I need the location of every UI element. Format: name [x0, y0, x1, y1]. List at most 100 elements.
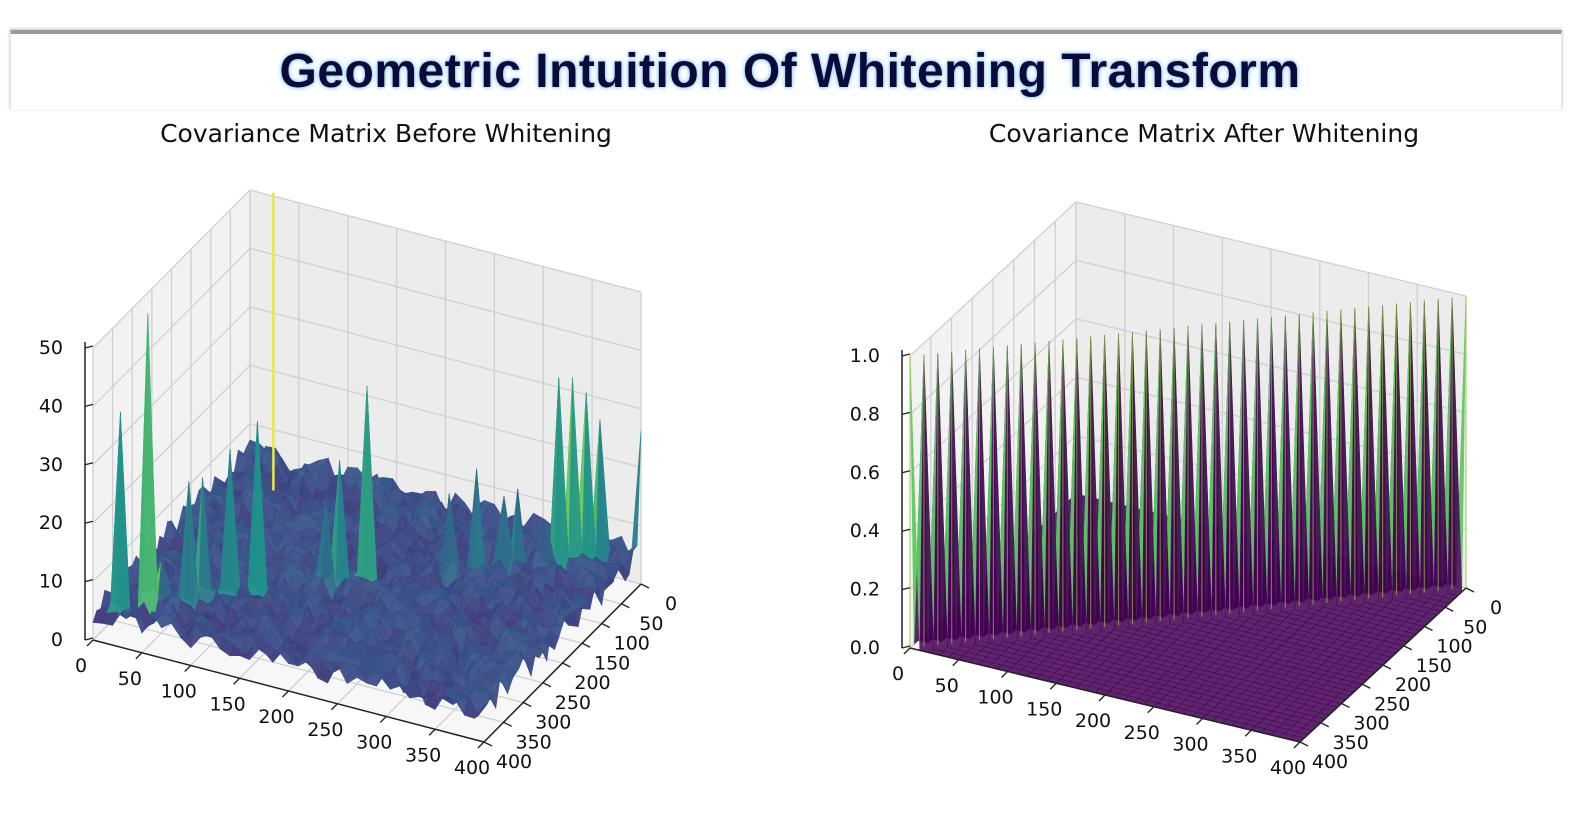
y-tick-mark [1320, 722, 1330, 728]
y-tick-label: 0 [665, 593, 677, 615]
x-tick-label: 0 [892, 663, 904, 685]
y-tick-label: 250 [1374, 693, 1410, 715]
y-tick-mark [1424, 625, 1433, 632]
right-surface-plot: Covariance Matrix After Whitening 050100… [850, 119, 1502, 779]
x-tick-mark [1293, 741, 1301, 749]
x-tick-label: 300 [1172, 734, 1208, 756]
y-tick-label: 50 [1463, 616, 1487, 638]
y-tick-mark [1382, 664, 1392, 670]
y-tick-label: 300 [535, 712, 571, 734]
x-tick-mark [86, 639, 94, 647]
x-tick-label: 300 [356, 732, 392, 754]
z-tick-mark [84, 578, 94, 583]
z-tick-mark [901, 353, 911, 357]
x-tick-mark [135, 652, 143, 660]
y-tick-mark [1299, 741, 1309, 747]
y-tick-label: 50 [639, 613, 663, 635]
z-tick-label: 40 [39, 395, 63, 417]
y-tick-label: 200 [574, 672, 610, 694]
y-tick-mark [621, 603, 630, 609]
x-tick-mark [477, 741, 485, 749]
z-tick-label: 0 [51, 629, 63, 651]
x-tick-mark [428, 728, 436, 736]
y-tick-label: 400 [1312, 751, 1348, 773]
x-tick-label: 100 [161, 681, 197, 703]
grid-line [92, 189, 251, 349]
y-tick-label: 200 [1395, 674, 1431, 696]
x-tick-label: 150 [209, 693, 245, 715]
y-tick-label: 250 [555, 692, 591, 714]
x-tick-mark [1001, 671, 1008, 678]
x-tick-mark [184, 665, 192, 672]
z-tick-mark [901, 411, 911, 416]
x-tick-mark [1244, 729, 1252, 737]
x-tick-label: 200 [1075, 710, 1111, 732]
x-tick-mark [1147, 706, 1155, 714]
y-tick-mark [1465, 587, 1475, 593]
x-tick-label: 50 [935, 675, 959, 697]
z-tick-label: 0.0 [850, 637, 880, 659]
grid-line [249, 189, 642, 293]
x-tick-label: 400 [454, 757, 490, 779]
y-tick-label: 100 [614, 633, 650, 655]
y-tick-mark [542, 682, 552, 688]
y-tick-mark [522, 701, 532, 708]
y-tick-mark [503, 721, 512, 727]
x-tick-mark [1098, 694, 1106, 702]
x-tick-label: 50 [118, 668, 142, 690]
x-tick-label: 250 [307, 719, 343, 741]
z-tick-label: 0.6 [850, 462, 880, 484]
z-tick-label: 1.0 [850, 345, 880, 367]
surface [92, 192, 642, 719]
x-tick-label: 150 [1026, 698, 1062, 720]
x-tick-label: 400 [1270, 757, 1306, 779]
grid-line [909, 201, 1077, 357]
y-tick-label: 150 [594, 652, 630, 674]
y-tick-mark [562, 662, 571, 668]
z-tick-mark [84, 637, 94, 641]
x-tick-label: 200 [258, 706, 294, 728]
x-tick-label: 100 [977, 687, 1013, 709]
y-tick-label: 300 [1353, 713, 1389, 735]
x-tick-mark [1049, 682, 1057, 690]
grid-line [249, 306, 642, 410]
x-tick-mark [1196, 718, 1203, 725]
z-tick-mark [84, 462, 94, 466]
z-tick-label: 0.8 [850, 403, 880, 425]
z-tick-label: 20 [39, 512, 63, 534]
title-banner [10, 30, 1562, 110]
x-tick-mark [952, 659, 960, 667]
right-plot-title: Covariance Matrix After Whitening [989, 119, 1419, 148]
x-tick-label: 0 [75, 655, 87, 677]
z-tick-label: 0.4 [850, 520, 880, 542]
x-tick-mark [330, 703, 338, 711]
x-tick-mark [903, 647, 911, 655]
surface [909, 295, 1467, 743]
z-tick-label: 10 [39, 571, 63, 593]
y-tick-mark [1341, 702, 1350, 709]
y-tick-mark [1403, 645, 1413, 651]
y-tick-mark [601, 622, 611, 629]
z-tick-label: 30 [39, 454, 63, 476]
y-tick-mark [640, 583, 650, 589]
z-tick-label: 0.2 [850, 579, 880, 601]
x-tick-mark [233, 677, 241, 685]
left-surface-plot: Covariance Matrix Before Whitening 05010… [39, 119, 677, 779]
y-tick-mark [483, 741, 493, 747]
z-tick-mark [901, 528, 911, 532]
z-tick-mark [84, 520, 94, 524]
x-tick-label: 350 [1221, 745, 1257, 767]
grid-line [1075, 259, 1467, 356]
z-tick-label: 50 [39, 337, 63, 359]
y-tick-mark [581, 642, 591, 648]
x-tick-mark [282, 690, 289, 698]
y-tick-label: 350 [1333, 732, 1369, 754]
grid-line [249, 247, 642, 352]
y-tick-label: 0 [1490, 597, 1502, 619]
x-tick-mark [379, 716, 387, 723]
z-tick-mark [901, 586, 911, 591]
y-tick-label: 100 [1436, 636, 1472, 658]
left-plot-title: Covariance Matrix Before Whitening [160, 119, 612, 148]
x-tick-label: 250 [1124, 722, 1160, 744]
